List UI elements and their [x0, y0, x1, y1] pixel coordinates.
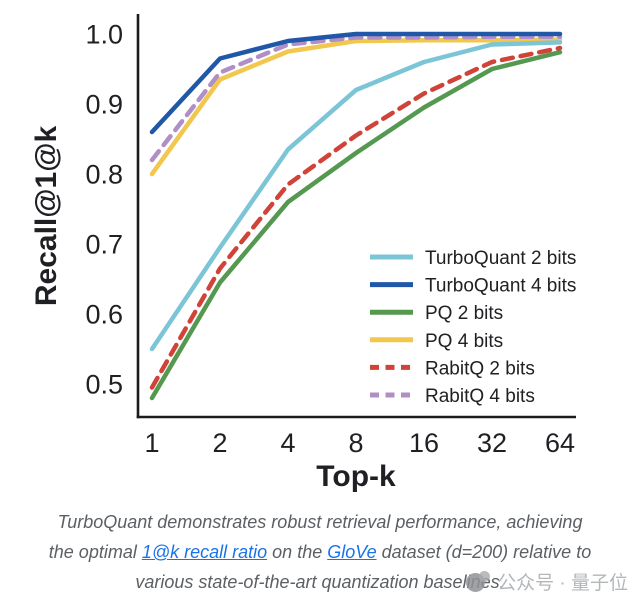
series-line-pq-2-bits — [149, 49, 563, 401]
legend-label: RabitQ 2 bits — [425, 358, 535, 379]
series-lines — [149, 31, 563, 401]
x-tick-label: 4 — [280, 428, 295, 458]
series-line-rabitq-4-bits — [149, 34, 563, 163]
caption-text: the optimal — [48, 542, 142, 562]
recall-line-chart: Recall@1@k Top-k 1.0 0.9 0.8 0.7 0.6 0.5 1 2 4 8… — [30, 14, 576, 493]
caption-text: TurboQuant demonstrates robust retrieval… — [57, 512, 583, 532]
legend-label: PQ 4 bits — [425, 331, 503, 352]
x-tick-label: 2 — [212, 428, 227, 458]
y-axis-title: Recall@1@k — [30, 126, 63, 307]
y-tick-label: 0.7 — [85, 230, 123, 260]
caption-text: various state-of-the-art quantization ba… — [135, 572, 505, 592]
legend-label: RabitQ 4 bits — [425, 386, 535, 407]
caption-line-1: TurboQuant demonstrates robust retrieval… — [0, 507, 640, 537]
series-line-pq-4-bits — [149, 37, 563, 177]
caption-text: on the — [267, 542, 328, 562]
chart-legend: TurboQuant 2 bits TurboQuant 4 bits PQ 2 b… — [370, 248, 576, 407]
x-tick-label: 64 — [545, 428, 575, 458]
figure-caption: TurboQuant demonstrates robust retrieval… — [0, 507, 640, 597]
series-line-turboquant-4-bits — [149, 31, 563, 135]
caption-line-2: the optimal 1@k recall ratio on the GloV… — [0, 537, 640, 567]
series-line-rabitq-2-bits — [149, 45, 563, 390]
x-tick-labels: 1 2 4 8 16 32 64 — [144, 428, 575, 458]
caption-text: dataset (d=200) relative to — [376, 542, 592, 562]
legend-label: PQ 2 bits — [425, 303, 503, 324]
y-tick-label: 1.0 — [85, 20, 123, 50]
y-tick-label: 0.5 — [85, 370, 123, 400]
legend-label: TurboQuant 4 bits — [425, 276, 576, 297]
x-tick-label: 16 — [409, 428, 439, 458]
legend-label: TurboQuant 2 bits — [425, 248, 576, 269]
x-tick-label: 32 — [477, 428, 507, 458]
series-line-turboquant-2-bits — [149, 40, 563, 352]
y-tick-label: 0.6 — [85, 300, 123, 330]
caption-link-1k-recall-ratio[interactable]: 1@k recall ratio — [141, 542, 268, 562]
y-tick-label: 0.9 — [85, 90, 123, 120]
y-tick-label: 0.8 — [85, 160, 123, 190]
y-tick-labels: 1.0 0.9 0.8 0.7 0.6 0.5 — [85, 20, 123, 400]
x-axis-title: Top-k — [316, 460, 396, 492]
x-tick-label: 1 — [144, 428, 159, 458]
x-tick-label: 8 — [348, 428, 363, 458]
caption-link-glove[interactable]: GloVe — [327, 542, 377, 562]
caption-line-3: various state-of-the-art quantization ba… — [0, 567, 640, 597]
